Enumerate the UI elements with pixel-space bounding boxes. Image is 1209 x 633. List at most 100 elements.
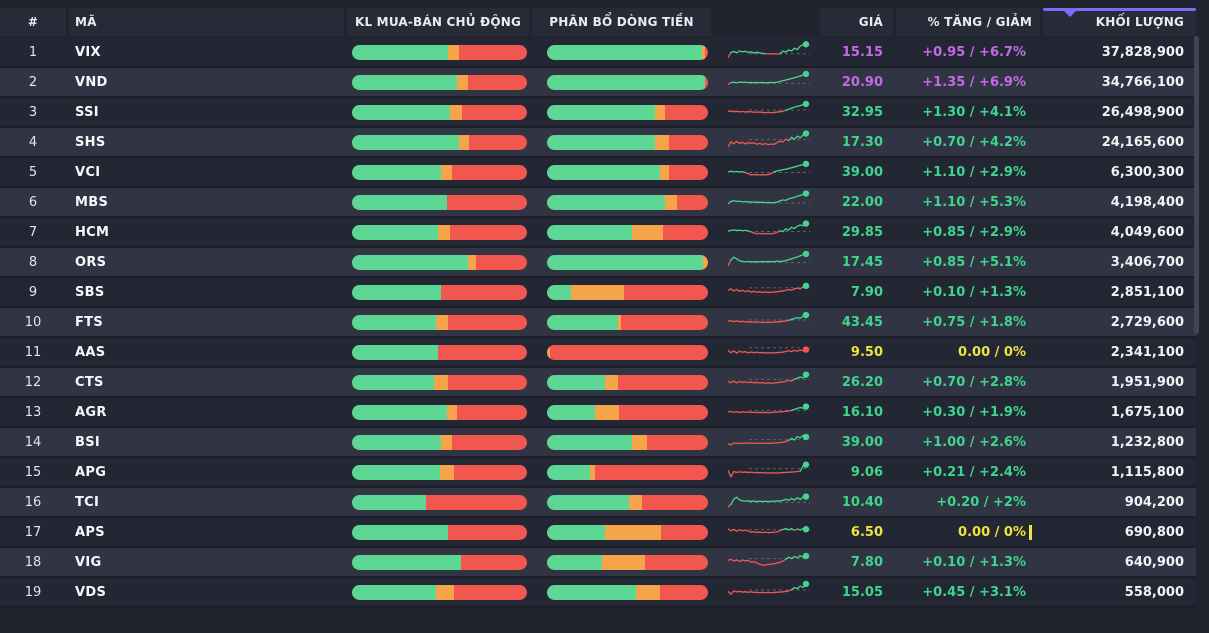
text-caret	[1029, 255, 1032, 270]
row-number: 13	[24, 404, 42, 420]
money-flow-bar	[532, 38, 711, 66]
table-row[interactable]: 9 SBS 7.90 +0.10 / +1.3% 2,851,100	[0, 278, 1196, 308]
table-header: # MÃ KL MUA-BÁN CHỦ ĐỘNG PHÂN BỔ DÒNG TI…	[0, 0, 1196, 38]
header-active-buy-sell[interactable]: KL MUA-BÁN CHỦ ĐỘNG	[347, 8, 529, 36]
volume-value: 2,729,600	[1110, 314, 1184, 330]
volume-value: 4,198,400	[1110, 194, 1184, 210]
change-value: 0.00 / 0%	[896, 338, 1040, 366]
sell-segment	[453, 464, 527, 480]
change-value: +0.85 / +5.1%	[896, 248, 1040, 276]
inflow-segment	[547, 434, 633, 450]
buy-segment	[352, 314, 436, 330]
vertical-scrollbar-thumb[interactable]	[1194, 36, 1199, 334]
volume-value: 690,800	[1124, 524, 1184, 540]
text-caret	[1029, 315, 1032, 330]
price-value: 39.00	[841, 434, 883, 450]
money-flow-bar	[532, 458, 711, 486]
table-row[interactable]: 14 BSI 39.00 +1.00 / +2.6% 1,232,800	[0, 428, 1196, 458]
table-row[interactable]: 18 VIG 7.80 +0.10 / +1.3% 640,900	[0, 548, 1196, 578]
neutral-segment	[604, 374, 618, 390]
price-sparkline	[714, 158, 817, 186]
text-caret	[1029, 135, 1032, 150]
header-price[interactable]: GIÁ	[820, 8, 893, 36]
row-number: 8	[28, 254, 38, 270]
row-number: 7	[28, 224, 38, 240]
ticker-symbol: MBS	[75, 194, 109, 210]
table-row[interactable]: 13 AGR 16.10 +0.30 / +1.9% 1,675,100	[0, 398, 1196, 428]
price-value: 17.30	[841, 134, 883, 150]
inflow-segment	[547, 134, 655, 150]
change-value: 0.00 / 0%	[896, 518, 1040, 546]
money-flow-bar	[532, 68, 711, 96]
row-number: 14	[24, 434, 42, 450]
price-sparkline	[714, 518, 817, 546]
table-row[interactable]: 8 ORS 17.45 +0.85 / +5.1% 3,406,700	[0, 248, 1196, 278]
header-number[interactable]: #	[0, 8, 66, 36]
row-number: 6	[28, 194, 38, 210]
outflow-segment	[619, 404, 708, 420]
active-buy-sell-bar	[347, 248, 529, 276]
header-money-flow[interactable]: PHÂN BỔ DÒNG TIỀN	[532, 8, 711, 36]
change-value: +0.10 / +1.3%	[896, 278, 1040, 306]
sell-segment	[425, 494, 527, 510]
price-sparkline	[714, 548, 817, 576]
neutral-segment	[654, 134, 670, 150]
buy-segment	[352, 194, 447, 210]
sort-desc-arrow-icon	[1064, 11, 1076, 17]
header-volume[interactable]: KHỐI LƯỢNG	[1043, 8, 1196, 36]
price-sparkline	[714, 38, 817, 66]
neutral-segment	[604, 524, 662, 540]
table-row[interactable]: 1 VIX 15.15 +0.95 / +6.7% 37,828,900	[0, 38, 1196, 68]
table-row[interactable]: 5 VCI 39.00 +1.10 / +2.9% 6,300,300	[0, 158, 1196, 188]
table-row[interactable]: 12 CTS 26.20 +0.70 / +2.8% 1,951,900	[0, 368, 1196, 398]
neutral-segment	[654, 104, 665, 120]
buy-segment	[352, 104, 450, 120]
table-row[interactable]: 3 SSI 32.95 +1.30 / +4.1% 26,498,900	[0, 98, 1196, 128]
header-change[interactable]: % TĂNG / GIẢM	[896, 8, 1040, 36]
sell-segment	[462, 104, 527, 120]
table-row[interactable]: 17 APS 6.50 0.00 / 0% 690,800	[0, 518, 1196, 548]
header-ticker[interactable]: MÃ	[69, 8, 344, 36]
outflow-segment	[645, 554, 708, 570]
active-buy-sell-bar	[347, 458, 529, 486]
price-value: 26.20	[841, 374, 883, 390]
table-row[interactable]: 15 APG 9.06 +0.21 / +2.4% 1,115,800	[0, 458, 1196, 488]
active-buy-sell-bar	[347, 188, 529, 216]
ticker-symbol: VCI	[75, 164, 101, 180]
inflow-segment	[547, 284, 572, 300]
price-sparkline	[714, 218, 817, 246]
volume-value: 1,951,900	[1110, 374, 1184, 390]
neutral-segment	[571, 284, 625, 300]
text-caret	[1029, 225, 1032, 240]
table-row[interactable]: 4 SHS 17.30 +0.70 / +4.2% 24,165,600	[0, 128, 1196, 158]
money-flow-bar	[532, 368, 711, 396]
table-row[interactable]: 7 HCM 29.85 +0.85 / +2.9% 4,049,600	[0, 218, 1196, 248]
neutral-segment	[595, 404, 620, 420]
header-volume-label: KHỐI LƯỢNG	[1095, 15, 1184, 29]
money-flow-bar	[532, 338, 711, 366]
price-sparkline	[714, 428, 817, 456]
volume-value: 558,000	[1124, 584, 1184, 600]
volume-value: 904,200	[1124, 494, 1184, 510]
ticker-symbol: HCM	[75, 224, 110, 240]
text-caret	[1029, 524, 1032, 540]
table-row[interactable]: 19 VDS 15.05 +0.45 / +3.1% 558,000	[0, 578, 1196, 608]
price-sparkline	[714, 278, 817, 306]
price-value: 43.45	[841, 314, 883, 330]
active-buy-sell-bar	[347, 308, 529, 336]
outflow-segment	[664, 104, 708, 120]
ticker-symbol: AGR	[75, 404, 107, 420]
volume-value: 640,900	[1124, 554, 1184, 570]
neutral-segment	[701, 44, 705, 60]
change-value: +0.45 / +3.1%	[896, 578, 1040, 606]
table-row[interactable]: 6 MBS 22.00 +1.10 / +5.3% 4,198,400	[0, 188, 1196, 218]
neutral-segment	[703, 254, 708, 270]
table-row[interactable]: 11 AAS 9.50 0.00 / 0% 2,341,100	[0, 338, 1196, 368]
money-flow-bar	[532, 128, 711, 156]
table-row[interactable]: 2 VND 20.90 +1.35 / +6.9% 34,766,100	[0, 68, 1196, 98]
table-row[interactable]: 10 FTS 43.45 +0.75 / +1.8% 2,729,600	[0, 308, 1196, 338]
ticker-symbol: FTS	[75, 314, 104, 330]
table-row[interactable]: 16 TCI 10.40 +0.20 / +2% 904,200	[0, 488, 1196, 518]
inflow-segment	[547, 524, 605, 540]
money-flow-bar	[532, 548, 711, 576]
